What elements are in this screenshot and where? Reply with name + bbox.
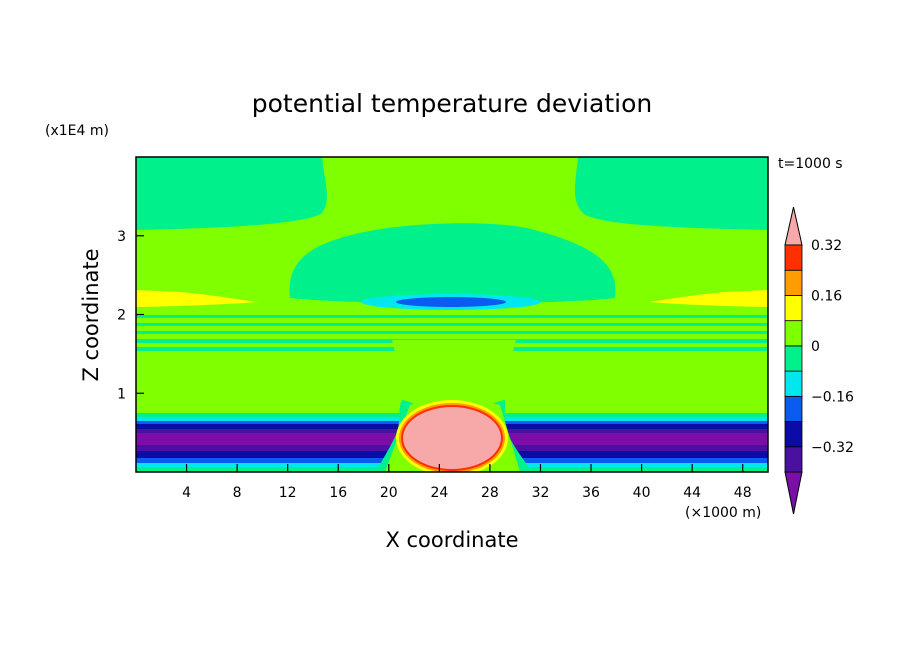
strat-band	[136, 315, 768, 318]
x-tick-label: 16	[329, 485, 347, 501]
colorbar-swatch	[784, 421, 803, 448]
colorbar-swatch	[784, 269, 803, 296]
x-tick-label: 4	[182, 485, 191, 501]
x-tick-label: 8	[233, 485, 242, 501]
x-tick-label: 44	[683, 485, 701, 501]
y-unit-label: (x1E4 m)	[45, 123, 109, 139]
colorbar-swatch	[784, 446, 803, 473]
colorbar-swatch	[784, 370, 803, 397]
contour-field	[136, 157, 768, 472]
x-tick-label: 12	[279, 485, 297, 501]
colorbar-max-arrow	[784, 206, 803, 246]
colorbar-label: −0.16	[811, 389, 854, 405]
x-axis-label: X coordinate	[385, 528, 518, 552]
colorbar-swatch	[784, 395, 803, 422]
upper-left-patch	[136, 157, 327, 230]
colorbar-label: −0.32	[811, 440, 854, 456]
x-tick-label: 32	[532, 485, 550, 501]
y-tick-label: 2	[117, 308, 126, 324]
colorbar-swatch	[784, 244, 803, 271]
strat-band	[136, 323, 768, 326]
left-warm-band	[136, 290, 258, 307]
updraft-column	[392, 340, 516, 403]
cold-lens-inner	[396, 297, 506, 307]
y-tick-label: 1	[117, 386, 126, 402]
colorbar-swatch	[784, 345, 803, 372]
colorbar-label: 0.16	[811, 288, 842, 304]
x-axis-ticks: 4 8 12 16 20 24 28 32 36 40 44 48	[182, 464, 752, 501]
x-tick-label: 36	[582, 485, 600, 501]
central-dome	[289, 223, 616, 304]
colorbar-swatch	[784, 320, 803, 347]
x-tick-label: 40	[633, 485, 651, 501]
colorbar-swatch	[784, 295, 803, 322]
time-label: t=1000 s	[778, 156, 843, 172]
right-warm-band	[648, 290, 768, 307]
y-axis-label: Z coordinate	[79, 248, 103, 381]
y-tick-label: 3	[117, 229, 126, 245]
x-unit-label: (×1000 m)	[685, 505, 761, 521]
y-axis-ticks: 1 2 3	[117, 229, 144, 402]
strat-band	[136, 331, 768, 334]
upper-right-patch	[575, 157, 768, 230]
colorbar-label: 0.32	[811, 238, 842, 254]
chart-title: potential temperature deviation	[252, 89, 652, 118]
x-tick-label: 28	[481, 485, 499, 501]
bubble-core	[403, 407, 501, 469]
x-tick-label: 24	[430, 485, 448, 501]
colorbar-min-arrow	[784, 471, 803, 515]
x-tick-label: 20	[380, 485, 398, 501]
colorbar-label: 0	[811, 339, 820, 355]
colorbar: 0.32 0.16 0 −0.16 −0.32	[784, 206, 854, 515]
x-tick-label: 48	[734, 485, 752, 501]
